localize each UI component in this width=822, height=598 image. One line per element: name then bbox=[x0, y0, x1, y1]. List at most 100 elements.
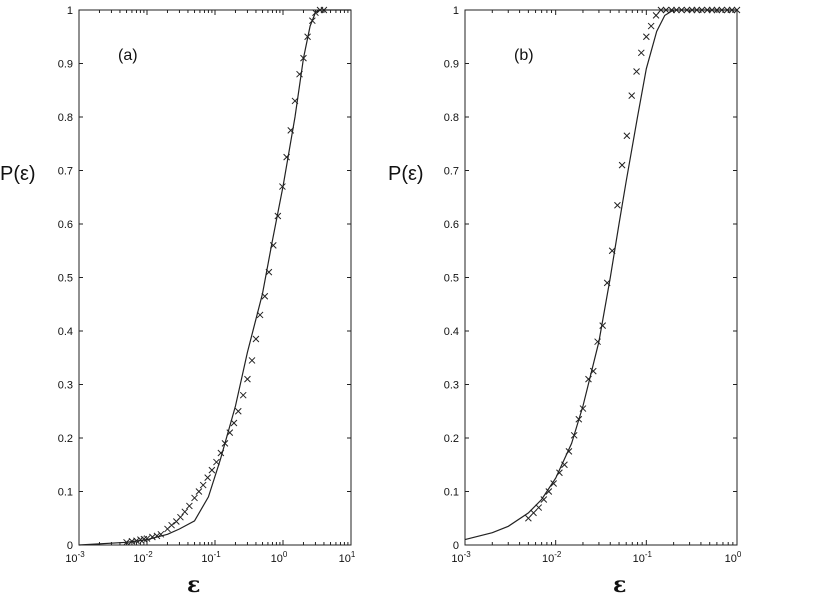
data-point bbox=[312, 9, 319, 17]
data-point bbox=[300, 54, 307, 62]
data-point bbox=[296, 70, 303, 78]
x-tick-label: 10-1 bbox=[633, 550, 653, 565]
data-point bbox=[530, 509, 537, 517]
plot-frame bbox=[78, 9, 352, 546]
data-point bbox=[585, 375, 592, 383]
y-tick-label: 0.2 bbox=[58, 433, 73, 445]
data-point bbox=[226, 429, 234, 437]
data-point bbox=[149, 533, 156, 541]
y-tick-label: 0.7 bbox=[58, 166, 73, 178]
data-point bbox=[153, 532, 161, 540]
y-tick-label: 0.8 bbox=[58, 112, 73, 124]
data-point bbox=[603, 279, 611, 287]
y-tick-label: 0.5 bbox=[444, 273, 459, 285]
y-tick-label: 0.1 bbox=[444, 487, 459, 499]
panel-a: 0 0.1 0.2 0.3 0.4 0.5 0.6 0.7 0.8 0.9 1 10-3 10-2 10-… bbox=[0, 5, 356, 598]
data-point bbox=[525, 514, 532, 522]
x-tick-label: 100 bbox=[271, 550, 288, 565]
data-point bbox=[287, 127, 295, 134]
y-tick-label: 1 bbox=[453, 5, 459, 17]
series-line bbox=[464, 9, 737, 541]
data-point bbox=[647, 22, 655, 30]
data-point bbox=[662, 6, 670, 14]
data-point bbox=[535, 504, 543, 511]
data-point bbox=[191, 494, 198, 502]
data-point bbox=[545, 488, 553, 495]
data-point bbox=[693, 6, 701, 14]
data-point bbox=[733, 6, 741, 14]
data-point bbox=[256, 311, 264, 319]
x-axis-label: ε bbox=[613, 572, 626, 598]
data-point bbox=[657, 6, 665, 14]
data-point bbox=[570, 431, 578, 439]
data-point bbox=[283, 153, 290, 161]
data-point bbox=[728, 6, 736, 14]
data-markers bbox=[525, 6, 741, 522]
data-point bbox=[589, 367, 597, 375]
data-point bbox=[230, 419, 238, 427]
x-tick-label: 10-2 bbox=[542, 550, 562, 565]
data-point bbox=[261, 292, 269, 300]
data-point bbox=[642, 33, 650, 41]
data-point bbox=[718, 6, 726, 14]
data-point bbox=[252, 335, 260, 343]
data-point bbox=[550, 480, 558, 487]
y-tick-label: 0 bbox=[67, 540, 73, 552]
data-point bbox=[308, 17, 316, 25]
y-tick-label: 0.1 bbox=[58, 487, 73, 499]
y-tick-label: 0.3 bbox=[444, 380, 459, 392]
data-point bbox=[269, 242, 277, 249]
data-point bbox=[291, 97, 299, 105]
x-tick-label: 10-3 bbox=[65, 550, 85, 565]
data-point bbox=[181, 508, 189, 516]
data-point bbox=[221, 439, 229, 447]
data-point bbox=[217, 449, 225, 457]
data-point bbox=[713, 6, 721, 14]
data-point bbox=[177, 513, 184, 521]
data-point bbox=[561, 461, 568, 469]
data-point bbox=[143, 535, 151, 542]
y-tick-label: 0.2 bbox=[444, 433, 459, 445]
model-curve bbox=[78, 9, 351, 546]
data-point bbox=[678, 6, 685, 14]
data-point bbox=[123, 538, 130, 546]
series-line bbox=[78, 9, 351, 546]
data-point bbox=[594, 338, 601, 346]
data-point bbox=[239, 391, 247, 399]
y-tick-label: 0.9 bbox=[444, 59, 459, 71]
y-tick-label: 0.5 bbox=[58, 273, 73, 285]
data-point bbox=[186, 502, 193, 510]
data-point bbox=[208, 466, 216, 474]
data-point bbox=[244, 375, 251, 383]
data-point bbox=[668, 6, 675, 14]
data-point bbox=[614, 201, 621, 209]
data-point bbox=[279, 183, 286, 190]
y-tick-label: 0.7 bbox=[444, 166, 459, 178]
x-axis-label: ε bbox=[187, 572, 200, 598]
data-point bbox=[133, 537, 140, 545]
data-point bbox=[618, 161, 626, 169]
y-axis-label: P(ε) bbox=[388, 163, 424, 185]
y-tick-label: 1 bbox=[67, 5, 73, 17]
data-point bbox=[540, 496, 548, 503]
data-point bbox=[628, 92, 636, 99]
data-point bbox=[234, 407, 242, 415]
data-point bbox=[265, 268, 273, 276]
x-tick-label: 10-3 bbox=[451, 550, 471, 565]
data-point bbox=[157, 530, 165, 538]
model-curve bbox=[464, 9, 737, 541]
y-tick-label: 0.6 bbox=[444, 219, 459, 231]
panel-b: 0 0.1 0.2 0.3 0.4 0.5 0.6 0.7 0.8 0.9 1 10-3 10-2 10-… bbox=[388, 5, 742, 598]
data-markers bbox=[123, 6, 328, 546]
x-tick-label: 10-2 bbox=[133, 550, 153, 565]
data-point bbox=[320, 6, 328, 14]
data-point bbox=[556, 469, 563, 477]
x-tick-label: 10-1 bbox=[201, 550, 221, 565]
data-point bbox=[623, 132, 631, 140]
axis-ticks: 0 0.1 0.2 0.3 0.4 0.5 0.6 0.7 0.8 0.9 1 10-3 10-2 10-… bbox=[444, 5, 742, 565]
y-tick-label: 0.9 bbox=[58, 59, 73, 71]
data-point bbox=[683, 6, 691, 14]
data-point bbox=[168, 521, 175, 529]
data-point bbox=[703, 6, 711, 14]
